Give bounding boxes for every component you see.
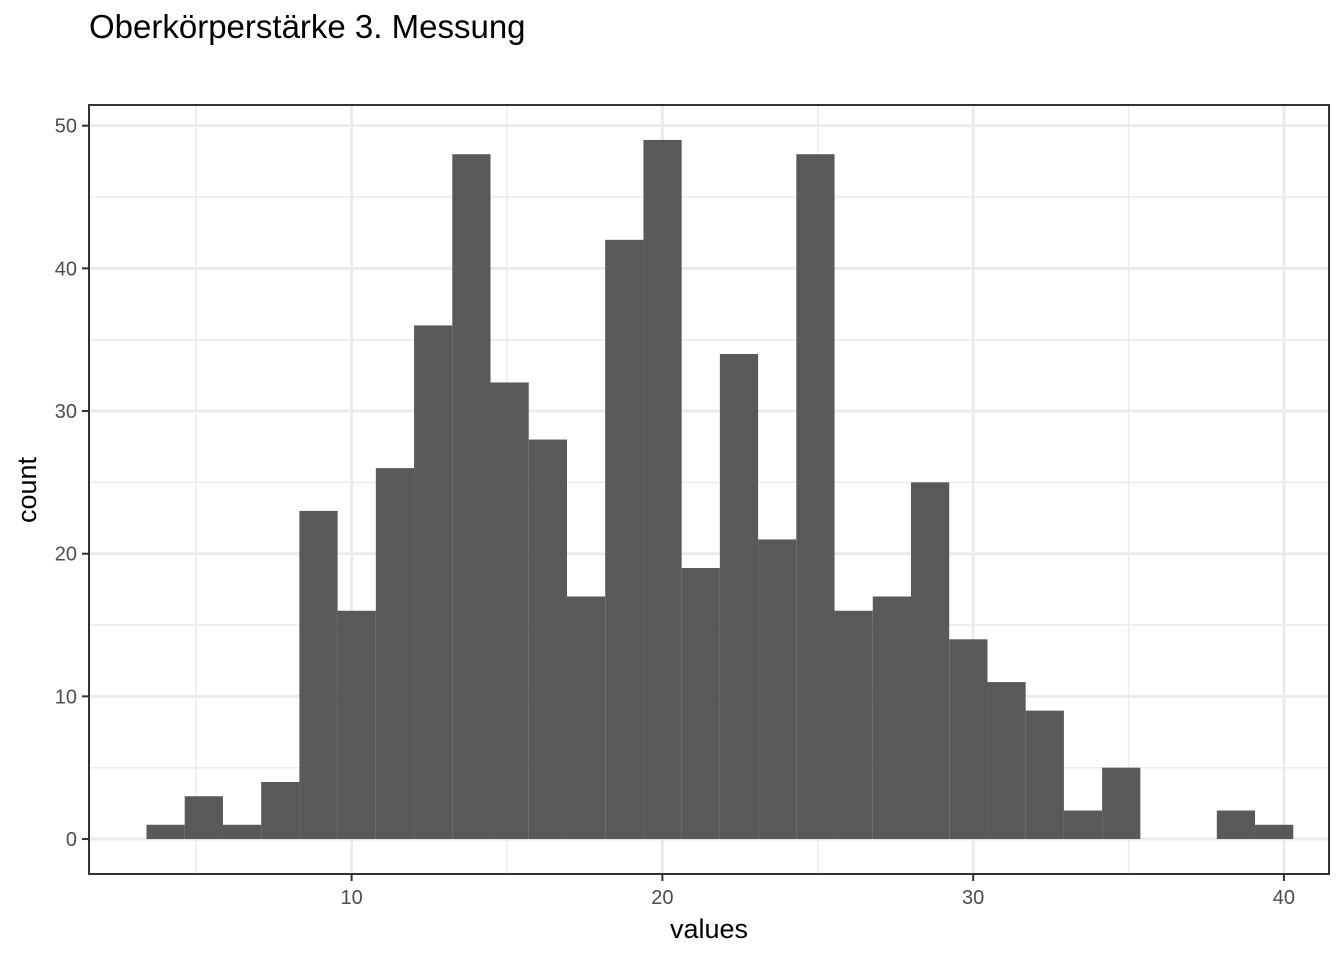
histogram-bar — [1255, 824, 1294, 840]
histogram-bar — [796, 154, 835, 840]
histogram-bar — [184, 796, 223, 840]
histogram-bar — [834, 610, 873, 840]
histogram-bar — [222, 824, 262, 840]
histogram-bar — [490, 382, 529, 840]
histogram-bar — [1102, 767, 1141, 840]
histogram-bar — [414, 325, 453, 840]
histogram-bar — [299, 510, 338, 840]
histogram-bars — [146, 139, 1294, 840]
histogram-bar — [528, 439, 567, 840]
histogram-bar — [681, 567, 720, 840]
histogram-bar — [605, 239, 644, 840]
y-tick-label: 20 — [55, 544, 77, 566]
histogram-bar — [337, 610, 376, 840]
y-axis: 0 10 20 30 40 50 — [55, 116, 89, 851]
x-axis: 10 20 30 40 — [340, 874, 1295, 909]
histogram-bar — [872, 596, 912, 840]
plot-border — [88, 104, 1330, 875]
histogram-bar — [146, 824, 185, 840]
histogram-bar — [758, 539, 797, 840]
chart-title: Oberkörperstärke 3. Messung — [89, 8, 526, 45]
x-tick-label: 30 — [962, 887, 984, 909]
y-tick-label: 0 — [66, 829, 77, 851]
histogram-bar — [1216, 810, 1256, 840]
x-axis-title: values — [670, 914, 748, 944]
x-tick-label: 10 — [340, 887, 362, 909]
histogram-bar — [987, 682, 1026, 840]
y-tick-label: 50 — [55, 116, 77, 138]
histogram-bar — [452, 154, 491, 840]
y-axis-title: count — [12, 456, 42, 523]
x-tick-label: 40 — [1273, 887, 1295, 909]
histogram-bar — [949, 639, 988, 840]
x-tick-label: 20 — [651, 887, 673, 909]
y-tick-label: 10 — [55, 686, 77, 708]
y-tick-label: 40 — [55, 258, 77, 280]
histogram-bar — [1063, 810, 1103, 840]
histogram-bar — [566, 596, 606, 840]
y-tick-label: 30 — [55, 401, 77, 423]
minor-gridlines — [89, 105, 1329, 874]
histogram-bar — [261, 781, 300, 840]
histogram-bar — [719, 353, 759, 840]
histogram-bar — [643, 139, 682, 840]
histogram-bar — [375, 468, 415, 840]
histogram-bar — [1025, 710, 1064, 840]
histogram-bar — [911, 482, 950, 840]
